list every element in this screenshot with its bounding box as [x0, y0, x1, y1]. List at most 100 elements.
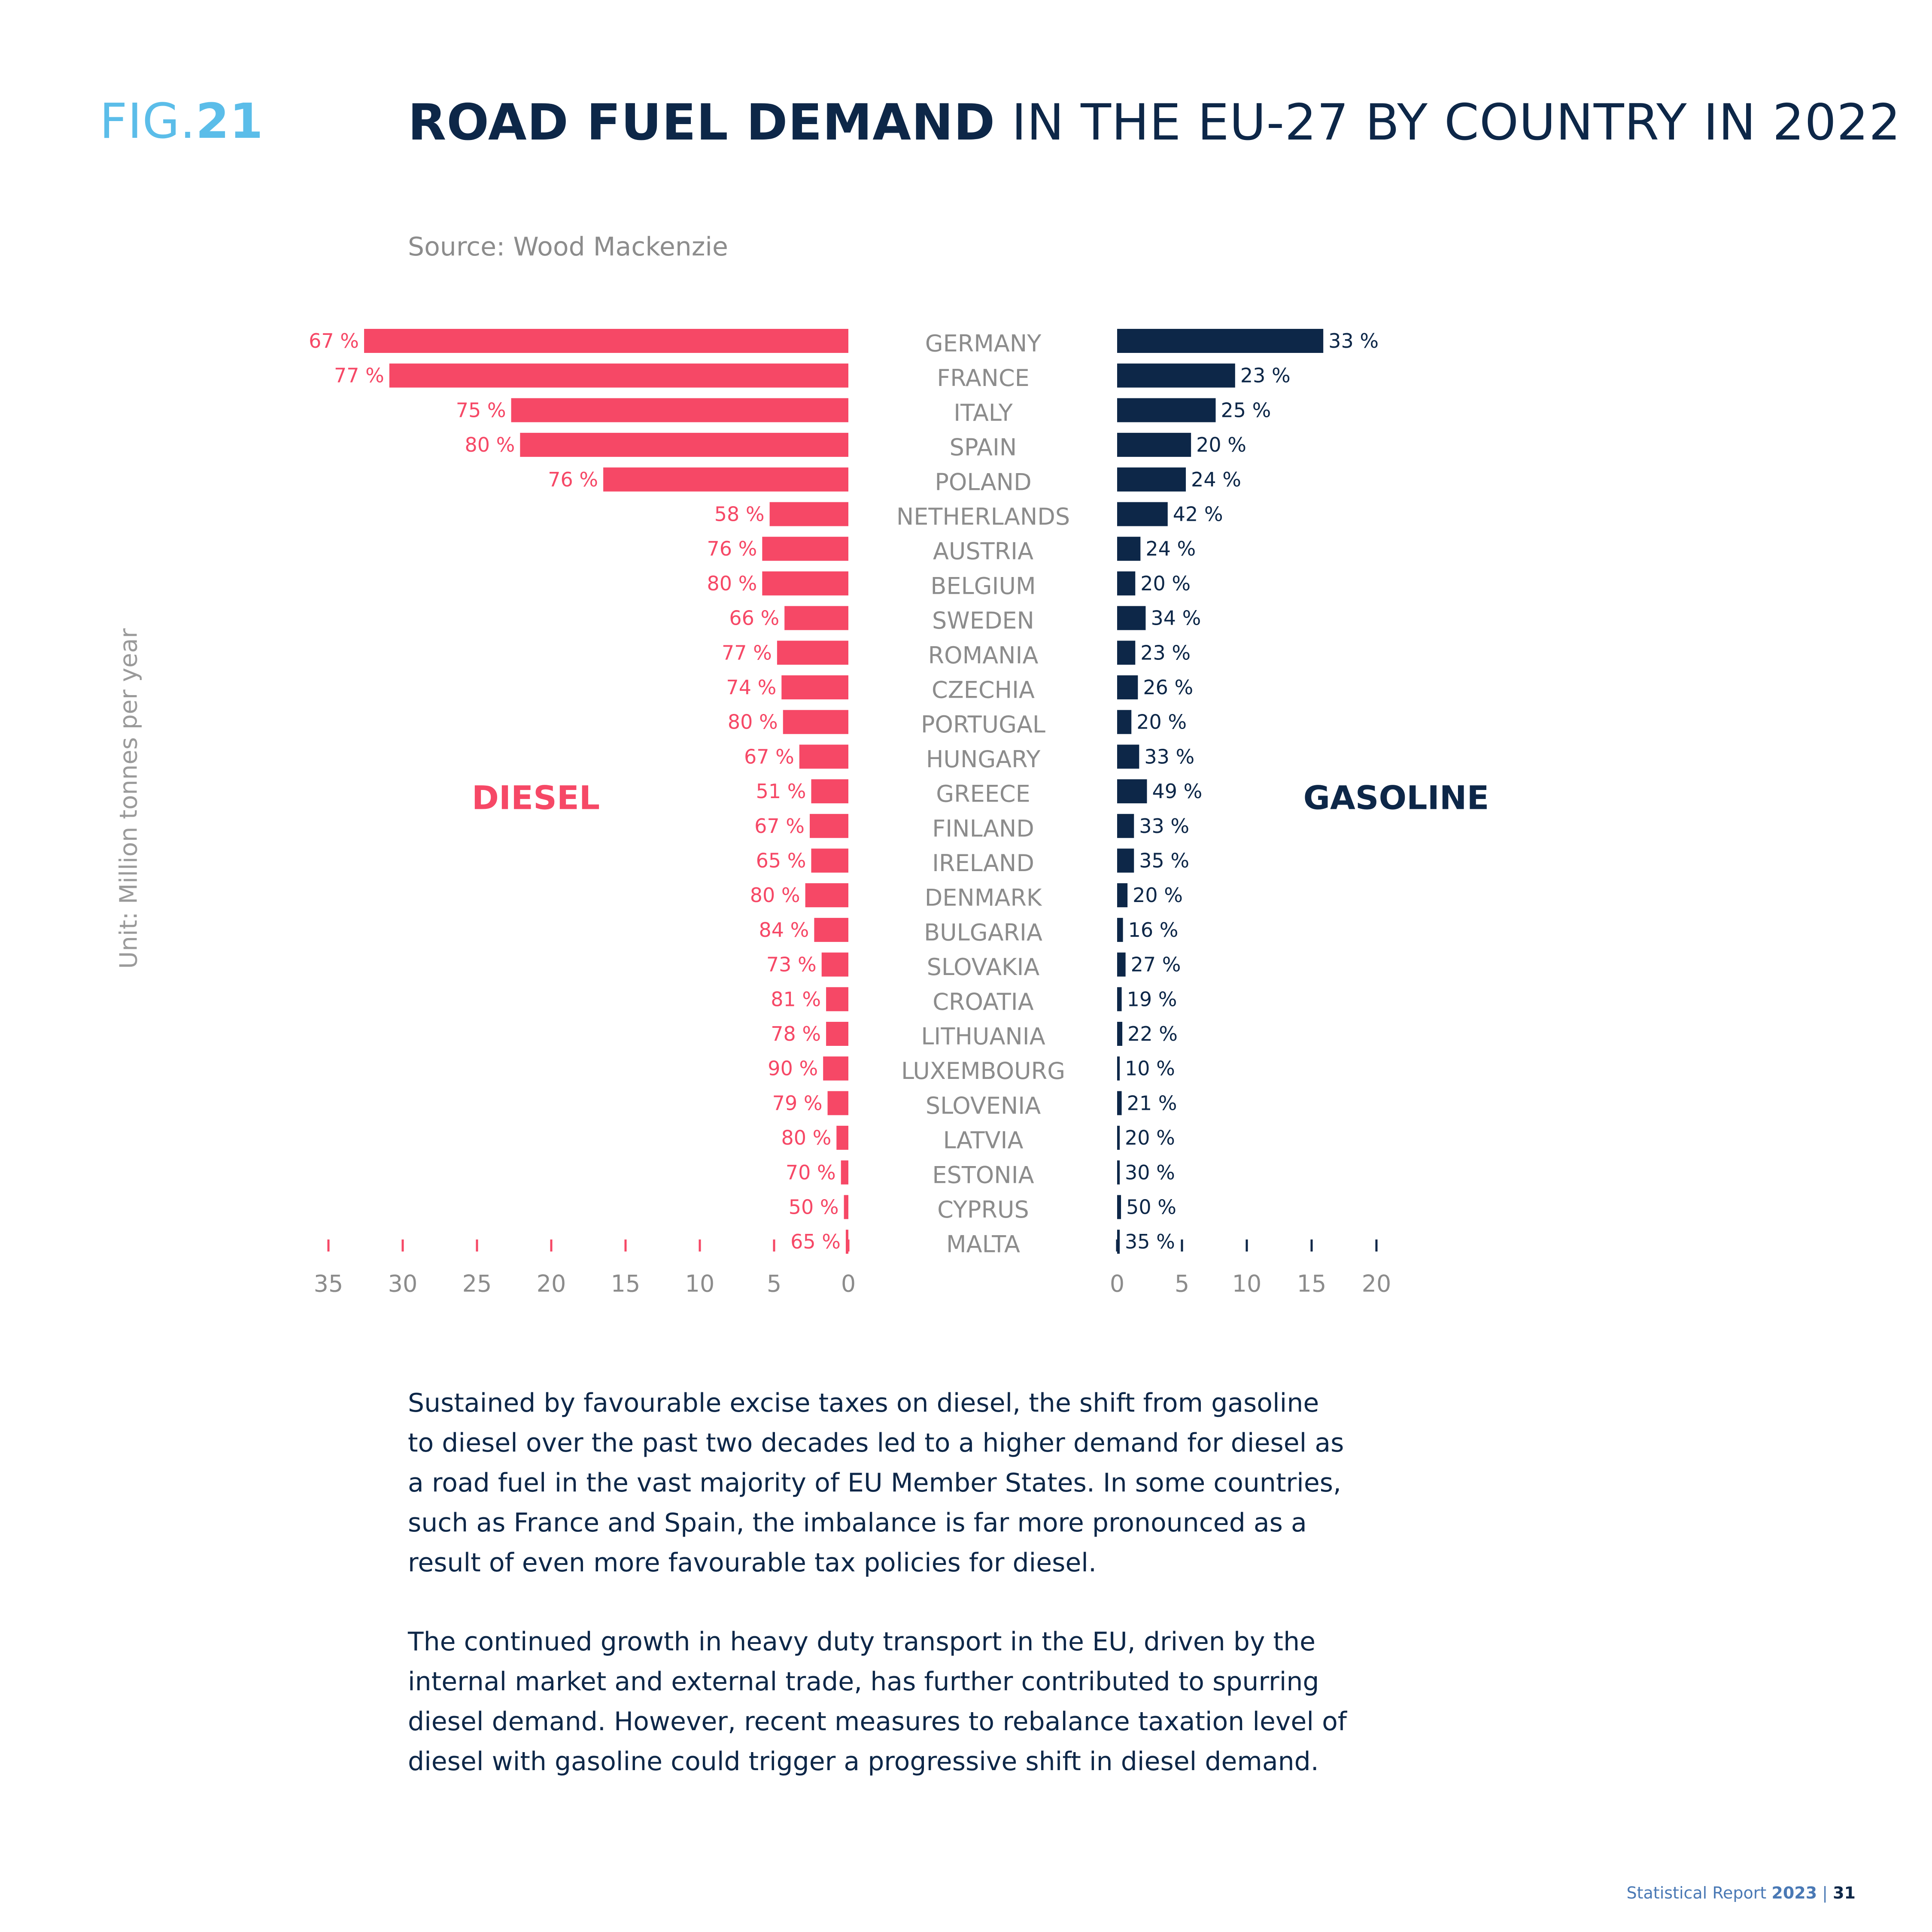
gasoline-axis-tick-label: 20 — [1362, 1270, 1391, 1297]
gasoline-share-label: 16 % — [1128, 918, 1179, 942]
diesel-share-label: 80 % — [781, 1126, 831, 1149]
gasoline-share-label: 27 % — [1131, 953, 1181, 976]
gasoline-share-label: 19 % — [1127, 987, 1177, 1011]
diesel-bar — [846, 1230, 848, 1254]
country-label: LUXEMBOURG — [901, 1057, 1065, 1084]
gasoline-bar — [1117, 606, 1146, 630]
gasoline-share-label: 20 % — [1196, 433, 1246, 456]
gasoline-bar — [1117, 1160, 1120, 1185]
gasoline-bar — [1117, 848, 1134, 873]
gasoline-share-label: 33 % — [1139, 814, 1189, 838]
gasoline-bar — [1117, 1056, 1120, 1081]
body-paragraph-2: The continued growth in heavy duty trans… — [408, 1627, 1347, 1777]
country-label: CYPRUS — [937, 1196, 1029, 1223]
diesel-share-label: 90 % — [768, 1057, 818, 1080]
diesel-share-label: 80 % — [750, 884, 800, 907]
gasoline-bar — [1117, 675, 1138, 699]
country-label: MALTA — [946, 1231, 1020, 1258]
diesel-bar — [814, 917, 848, 942]
diesel-axis-tick-label: 25 — [462, 1270, 492, 1297]
diesel-bar — [810, 814, 848, 838]
gasoline-axis-tick-label: 0 — [1110, 1270, 1124, 1297]
diesel-share-label: 76 % — [548, 468, 598, 491]
gasoline-bar — [1117, 502, 1168, 526]
gasoline-bar — [1117, 779, 1147, 804]
gasoline-bar — [1117, 987, 1122, 1012]
diesel-share-label: 84 % — [759, 918, 809, 942]
country-label: LATVIA — [943, 1127, 1024, 1154]
gasoline-share-label: 20 % — [1136, 711, 1187, 734]
gasoline-axis-tick-label: 5 — [1175, 1270, 1189, 1297]
gasoline-share-label: 25 % — [1221, 398, 1271, 422]
gasoline-bar — [1117, 467, 1186, 492]
diesel-bar — [784, 606, 848, 630]
diesel-bar — [520, 433, 848, 457]
gasoline-share-label: 42 % — [1173, 503, 1223, 526]
country-label: ESTONIA — [932, 1161, 1034, 1188]
diesel-bar — [811, 848, 848, 873]
gasoline-share-label: 30 % — [1125, 1161, 1175, 1184]
gasoline-bar — [1117, 363, 1235, 388]
footer-report: Statistical Report — [1626, 1883, 1772, 1902]
country-label: ROMANIA — [928, 642, 1039, 669]
diesel-axis-tick-label: 20 — [537, 1270, 566, 1297]
diesel-axis-tick-label: 15 — [611, 1270, 641, 1297]
country-label: IRELAND — [932, 850, 1034, 877]
country-label: POLAND — [935, 468, 1031, 495]
diesel-share-label: 75 % — [456, 398, 506, 422]
country-label: LITHUANIA — [921, 1023, 1045, 1050]
chart-title: ROAD FUEL DEMAND IN THE EU-27 BY COUNTRY… — [408, 94, 1901, 152]
gasoline-bar — [1117, 537, 1141, 561]
gasoline-bar — [1117, 917, 1123, 942]
country-label: ITALY — [954, 399, 1013, 426]
page-footer: Statistical Report 2023 | 31 — [1626, 1883, 1856, 1902]
diesel-bar — [844, 1195, 848, 1219]
diesel-bar — [826, 1022, 848, 1046]
gasoline-share-label: 33 % — [1144, 745, 1194, 768]
diesel-axis-tick-label: 5 — [767, 1270, 781, 1297]
diesel-bar — [769, 502, 848, 526]
gasoline-axis-tick-label: 10 — [1232, 1270, 1262, 1297]
country-label: FRANCE — [937, 365, 1030, 392]
gasoline-bar — [1117, 641, 1136, 665]
chart-title-rest: IN THE EU-27 BY COUNTRY IN 2022 — [995, 94, 1901, 152]
gasoline-share-label: 26 % — [1143, 676, 1193, 699]
diesel-share-label: 65 % — [756, 849, 806, 872]
diesel-series-label: DIESEL — [472, 779, 600, 817]
country-label: AUSTRIA — [933, 538, 1033, 565]
diesel-share-label: 80 % — [465, 433, 515, 456]
chart-title-bold: ROAD FUEL DEMAND — [408, 94, 996, 152]
country-label: PORTUGAL — [921, 711, 1045, 738]
gasoline-bar — [1117, 1091, 1122, 1115]
gasoline-axis-tick-label: 15 — [1297, 1270, 1327, 1297]
gasoline-bar — [1117, 814, 1134, 838]
diesel-share-label: 58 % — [714, 503, 765, 526]
figure-number: FIG.21 — [100, 94, 264, 149]
country-label: HUNGARY — [926, 746, 1041, 773]
gasoline-share-label: 23 % — [1240, 364, 1291, 387]
diesel-bar — [841, 1160, 848, 1185]
diesel-share-label: 74 % — [726, 676, 776, 699]
gasoline-share-label: 24 % — [1145, 537, 1196, 560]
gasoline-share-label: 21 % — [1127, 1091, 1177, 1115]
diesel-bar — [827, 1091, 848, 1115]
country-label: CROATIA — [933, 988, 1033, 1015]
country-label: DENMARK — [925, 884, 1042, 911]
figure-number-value: 21 — [195, 94, 264, 149]
diesel-share-label: 50 % — [789, 1196, 839, 1219]
diesel-share-label: 70 % — [786, 1161, 836, 1184]
country-label: SWEDEN — [932, 607, 1034, 634]
diesel-share-label: 78 % — [771, 1022, 821, 1045]
diesel-axis-tick-label: 35 — [314, 1270, 343, 1297]
gasoline-bar — [1117, 1126, 1120, 1150]
gasoline-share-label: 49 % — [1152, 780, 1202, 803]
figure-prefix: FIG. — [100, 94, 196, 149]
gasoline-bar — [1117, 571, 1136, 595]
butterfly-bar-chart: 67 % GERMANY 33 % 77 % FRANCE 23 % 75 % ITALY 25… — [309, 329, 1489, 1297]
footer-year: 2023 — [1771, 1883, 1817, 1902]
country-label: CZECHIA — [932, 677, 1035, 704]
diesel-bar — [811, 779, 848, 804]
gasoline-bar — [1117, 710, 1132, 734]
gasoline-bar — [1117, 883, 1128, 908]
diesel-bar — [823, 1056, 848, 1081]
